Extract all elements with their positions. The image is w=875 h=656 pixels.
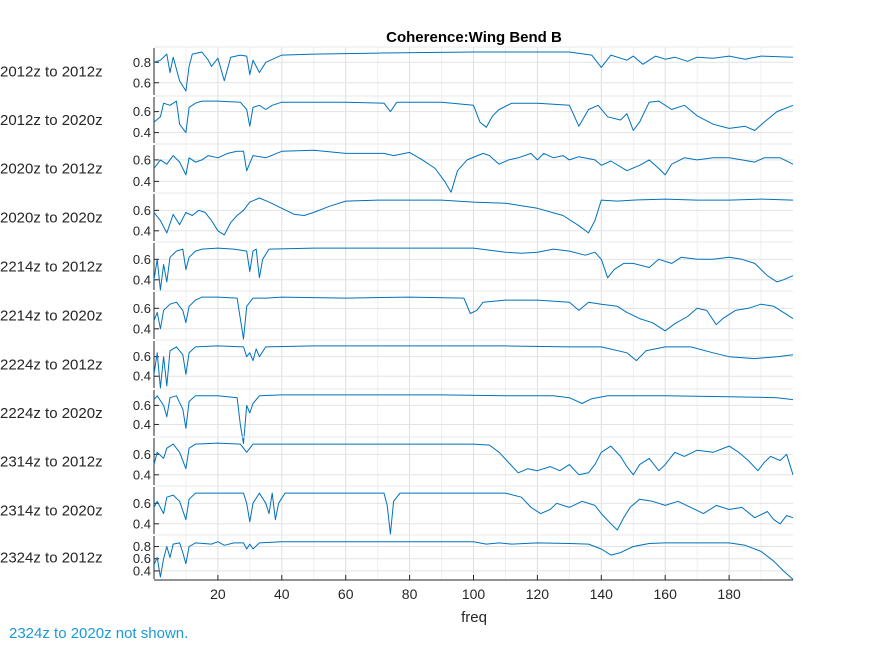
y-tick-label: 0.6	[133, 551, 151, 566]
y-tick-label: 0.6	[133, 203, 151, 218]
x-tick-label: 160	[654, 586, 678, 602]
series-line	[153, 247, 794, 291]
y-tick-label: 0.6	[133, 75, 151, 90]
not-shown-note: 2324z to 2020z not shown.	[9, 625, 189, 642]
series-line	[153, 296, 794, 340]
series-line	[153, 394, 794, 444]
y-tick-label: 0.4	[133, 417, 151, 432]
subplot-7: 0.6 0.4 2224z to 2012z	[0, 339, 794, 389]
row-label: 2214z to 2020z	[0, 308, 103, 325]
row-label: 2324z to 2012z	[0, 550, 103, 567]
subplot-11: 0.80.60.4 2324z to 2012z	[0, 534, 794, 580]
row-label: 2224z to 2020z	[0, 405, 103, 422]
row-label: 2012z to 2012z	[0, 64, 103, 81]
x-tick-label: 120	[526, 586, 550, 602]
subplot-10: 0.6 0.4 2314z to 2020z	[0, 485, 794, 535]
subplot-1: 0.8 0.6 2012z to 2012z	[0, 46, 794, 95]
series-line	[153, 345, 794, 389]
series-line	[153, 442, 794, 476]
y-tick-label: 0.4	[133, 516, 151, 531]
subplot-6: 0.6 0.4 2214z to 2020z	[0, 290, 794, 340]
y-tick-label: 0.8	[133, 55, 151, 70]
series-line	[153, 541, 794, 580]
series-line	[153, 100, 794, 134]
y-tick-label: 0.6	[133, 152, 151, 167]
subplot-3: 0.6 0.4 2020z to 2012z	[0, 143, 794, 193]
y-tick-label: 0.6	[133, 301, 151, 316]
x-tick-label: 180	[717, 586, 741, 602]
subplot-8: 0.6 0.4 2224z to 2020z	[0, 388, 794, 444]
series-line	[153, 149, 794, 193]
y-tick-label: 0.6	[133, 252, 151, 267]
chart-title: Coherence:Wing Bend B	[386, 29, 562, 46]
y-tick-label: 0.6	[133, 104, 151, 119]
series-line	[153, 197, 794, 236]
row-label: 2020z to 2012z	[0, 161, 103, 178]
x-tick-label: 100	[462, 586, 486, 602]
y-tick-label: 0.8	[133, 539, 151, 554]
subplot-9: 0.6 0.4 2314z to 2012z	[0, 436, 794, 485]
subplot-4: 0.6 0.4 2020z to 2020z	[0, 192, 794, 241]
y-tick-label: 0.4	[133, 563, 151, 578]
y-tick-label: 0.6	[133, 349, 151, 364]
row-label: 2020z to 2020z	[0, 210, 103, 227]
row-label: 2314z to 2012z	[0, 454, 103, 471]
row-label: 2012z to 2020z	[0, 112, 103, 129]
row-label: 2224z to 2012z	[0, 357, 103, 374]
series-line	[153, 492, 794, 535]
y-tick-label: 0.4	[133, 174, 151, 189]
x-axis-label: freq	[461, 609, 487, 626]
y-tick-label: 0.4	[133, 467, 151, 482]
x-tick-label: 60	[338, 586, 354, 602]
x-tick-label: 40	[274, 586, 290, 602]
y-tick-label: 0.4	[133, 321, 151, 336]
y-tick-label: 0.4	[133, 272, 151, 287]
x-tick-label: 20	[210, 586, 226, 602]
series-line	[153, 51, 794, 92]
x-tick-label: 140	[590, 586, 614, 602]
subplot-5: 0.6 0.4 2214z to 2012z	[0, 241, 794, 291]
y-tick-label: 0.6	[133, 398, 151, 413]
y-tick-label: 0.4	[133, 223, 151, 238]
y-tick-label: 0.6	[133, 447, 151, 462]
row-label: 2314z to 2020z	[0, 503, 103, 520]
y-tick-label: 0.4	[133, 125, 151, 140]
subplot-2: 0.6 0.4 2012z to 2020z	[0, 95, 794, 143]
row-label: 2214z to 2012z	[0, 259, 103, 276]
y-tick-label: 0.6	[133, 496, 151, 511]
x-tick-label: 80	[402, 586, 418, 602]
y-tick-label: 0.4	[133, 369, 151, 384]
